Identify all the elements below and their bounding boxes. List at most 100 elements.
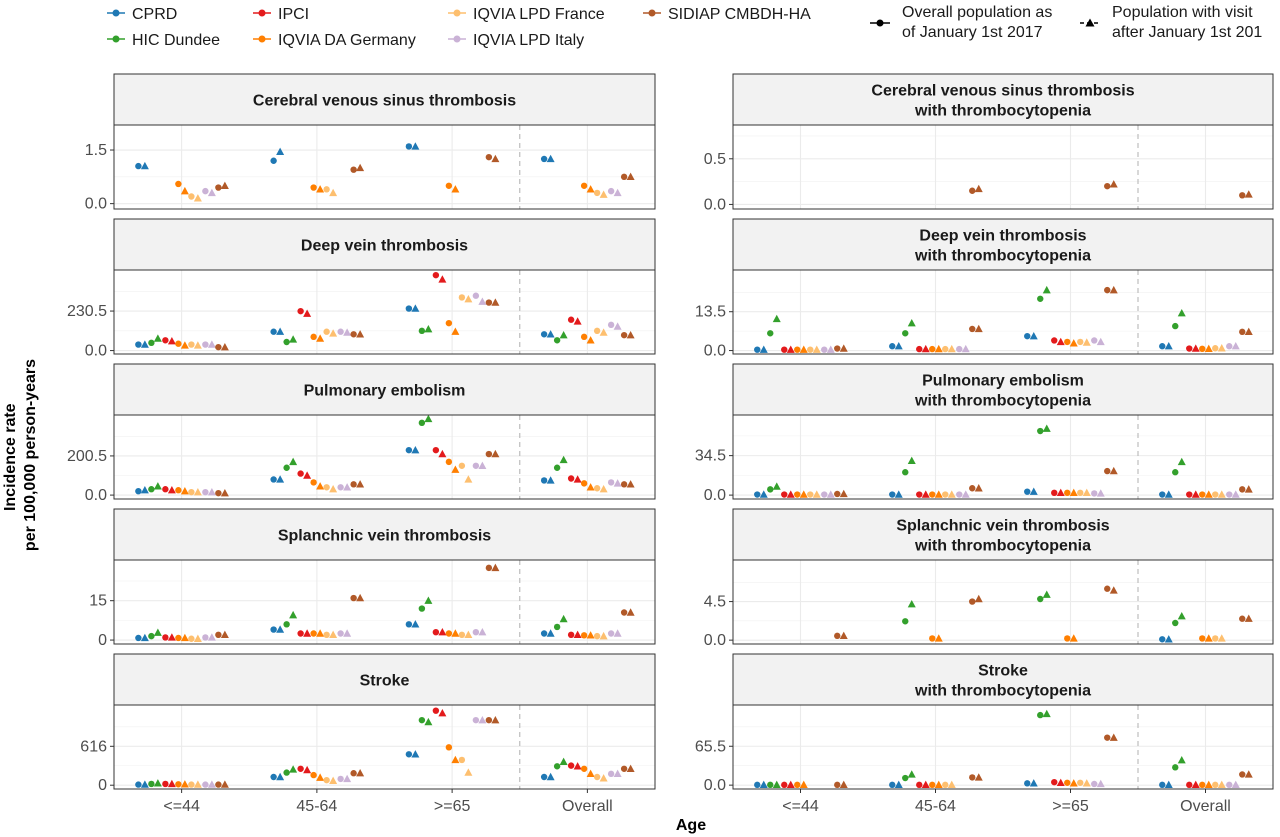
point-45-64-iqvia-da-germany-overall — [929, 491, 936, 498]
y-axis-title-line-2: per 100,000 person-years — [22, 359, 39, 551]
point-45-64-hic-dundee-overall — [283, 464, 290, 471]
point-45-64-hic-dundee-visit — [907, 319, 916, 327]
point-overall-iqvia-lpd-france-visit — [599, 631, 608, 640]
panel-plot-area — [114, 705, 655, 789]
point-44-ipci-visit — [167, 336, 176, 345]
point-65-iqvia-lpd-italy-visit — [1096, 489, 1105, 497]
point-45-64-iqvia-lpd-italy-visit — [343, 629, 352, 637]
point-44-ipci-overall — [781, 781, 788, 789]
point-65-iqvia-lpd-italy-visit — [478, 715, 487, 724]
legend-label: IQVIA LPD Italy — [473, 32, 584, 49]
point-overall-cprd-visit — [1164, 780, 1173, 789]
point-44-iqvia-da-germany-overall — [794, 491, 801, 498]
legend-key-point — [112, 35, 120, 43]
y-axis-title-line-1: Incidence rate — [2, 403, 19, 511]
panel-title: Cerebral venous sinus thrombosis — [253, 93, 516, 110]
point-overall-iqvia-lpd-france-visit — [599, 774, 608, 782]
point-45-64-iqvia-lpd-italy-overall — [337, 630, 344, 637]
point-45-64-ipci-overall — [297, 470, 304, 477]
point-overall-sidiap-cmbdh-ha-overall — [1239, 328, 1246, 336]
point-44-ipci-visit — [786, 780, 795, 789]
point-45-64-iqvia-lpd-italy-visit — [343, 774, 352, 783]
point-overall-cprd-visit — [1164, 490, 1173, 498]
point-overall-iqvia-da-germany-visit — [1204, 344, 1213, 353]
point-44-sidiap-cmbdh-ha-visit — [220, 488, 229, 497]
point-44-ipci-visit — [167, 779, 176, 788]
point-44-iqvia-lpd-france-visit — [193, 194, 202, 202]
legend-item-iqvia-lpd-france: IQVIA LPD France — [448, 6, 605, 23]
point-overall-iqvia-lpd-france-overall — [593, 327, 601, 335]
point-overall-ipci-overall — [567, 316, 575, 323]
point-overall-ipci-overall — [567, 475, 575, 482]
y-tick-label: 4.5 — [704, 594, 726, 611]
point-45-64-cprd-visit — [894, 490, 903, 498]
point-44-iqvia-lpd-france-overall — [188, 193, 195, 200]
point-65-ipci-overall — [1051, 778, 1058, 786]
point-44-iqvia-lpd-italy-visit — [207, 188, 216, 197]
point-45-64-hic-dundee-overall — [283, 338, 290, 346]
panel-title: with thrombocytopenia — [914, 683, 1091, 700]
panel-stroke-with-thrombocytopenia: Stroke with thrombocytopenia 0.0 65.5 <=44 45… — [695, 653, 1274, 815]
point-65-iqvia-da-germany-overall — [445, 182, 453, 189]
point-65-iqvia-da-germany-visit — [1069, 488, 1078, 497]
point-65-iqvia-lpd-italy-overall — [1091, 780, 1098, 788]
point-65-iqvia-lpd-france-visit — [1082, 488, 1091, 497]
panel-border — [113, 559, 656, 645]
point-overall-iqvia-da-germany-visit — [586, 483, 595, 491]
point-overall-cprd-overall — [540, 477, 548, 484]
point-45-64-iqvia-da-germany-visit — [934, 634, 943, 642]
point-44-sidiap-cmbdh-ha-overall — [215, 489, 222, 497]
point-45-64-ipci-overall — [297, 630, 304, 637]
panel-title: Pulmonary embolism — [304, 383, 466, 400]
point-overall-sidiap-cmbdh-ha-visit — [626, 480, 635, 488]
point-65-sidiap-cmbdh-ha-overall — [485, 716, 493, 724]
point-45-64-sidiap-cmbdh-ha-overall — [969, 485, 976, 492]
point-overall-cprd-overall — [1159, 636, 1166, 643]
point-65-sidiap-cmbdh-ha-overall — [1104, 585, 1111, 592]
point-45-64-hic-dundee-overall — [283, 621, 290, 628]
point-45-64-cprd-overall — [889, 781, 896, 789]
point-44-iqvia-lpd-italy-overall — [821, 346, 828, 353]
point-65-ipci-overall — [432, 707, 440, 714]
point-45-64-iqvia-da-germany-visit — [934, 490, 943, 498]
point-overall-sidiap-cmbdh-ha-visit — [626, 608, 635, 616]
legend-label: IQVIA LPD France — [473, 6, 605, 23]
point-45-64-cprd-overall — [270, 773, 277, 781]
point-65-ipci-overall — [432, 446, 440, 454]
point-65-iqvia-lpd-italy-visit — [478, 627, 487, 636]
point-overall-sidiap-cmbdh-ha-overall — [620, 609, 628, 616]
panel-deep-vein-thrombosis-with-thrombocytopenia: Deep vein thrombosis with thrombocytopeni… — [695, 218, 1274, 360]
point-overall-ipci-overall — [1186, 345, 1193, 352]
point-45-64-hic-dundee-overall — [283, 769, 290, 776]
point-44-iqvia-da-germany-visit — [799, 490, 808, 498]
point-45-64-cprd-visit — [276, 327, 285, 335]
point-45-64-cprd-overall — [270, 157, 277, 164]
point-44-ipci-overall — [162, 634, 169, 641]
point-overall-sidiap-cmbdh-ha-overall — [1239, 486, 1246, 493]
legend-item-cprd: CPRD — [107, 6, 177, 23]
point-overall-iqvia-lpd-italy-visit — [613, 479, 622, 487]
point-44-cprd-overall — [135, 162, 142, 170]
point-44-iqvia-lpd-italy-overall — [202, 187, 209, 195]
point-45-64-iqvia-lpd-france-overall — [942, 491, 949, 498]
point-65-iqvia-lpd-italy-overall — [472, 716, 480, 724]
panel-strip — [113, 363, 656, 416]
point-44-iqvia-lpd-italy-visit — [826, 490, 835, 498]
point-44-iqvia-da-germany-visit — [799, 780, 808, 789]
point-45-64-ipci-overall — [297, 307, 304, 315]
point-65-hic-dundee-overall — [418, 605, 426, 612]
point-overall-iqvia-lpd-italy-overall — [1226, 343, 1233, 350]
point-65-cprd-visit — [411, 620, 420, 628]
point-45-64-sidiap-cmbdh-ha-visit — [356, 769, 365, 777]
point-65-cprd-overall — [405, 143, 413, 150]
legend-key-point — [648, 9, 656, 17]
panel-plot-area — [733, 415, 1273, 499]
legend-label: IQVIA DA Germany — [278, 32, 416, 49]
point-45-64-sidiap-cmbdh-ha-overall — [350, 770, 357, 777]
point-65-sidiap-cmbdh-ha-visit — [1109, 586, 1118, 594]
point-45-64-iqvia-lpd-italy-visit — [961, 490, 970, 498]
point-44-sidiap-cmbdh-ha-visit — [220, 342, 229, 351]
legend-label: HIC Dundee — [132, 32, 220, 49]
point-65-ipci-visit — [1056, 488, 1065, 497]
panel-strip — [732, 218, 1274, 271]
